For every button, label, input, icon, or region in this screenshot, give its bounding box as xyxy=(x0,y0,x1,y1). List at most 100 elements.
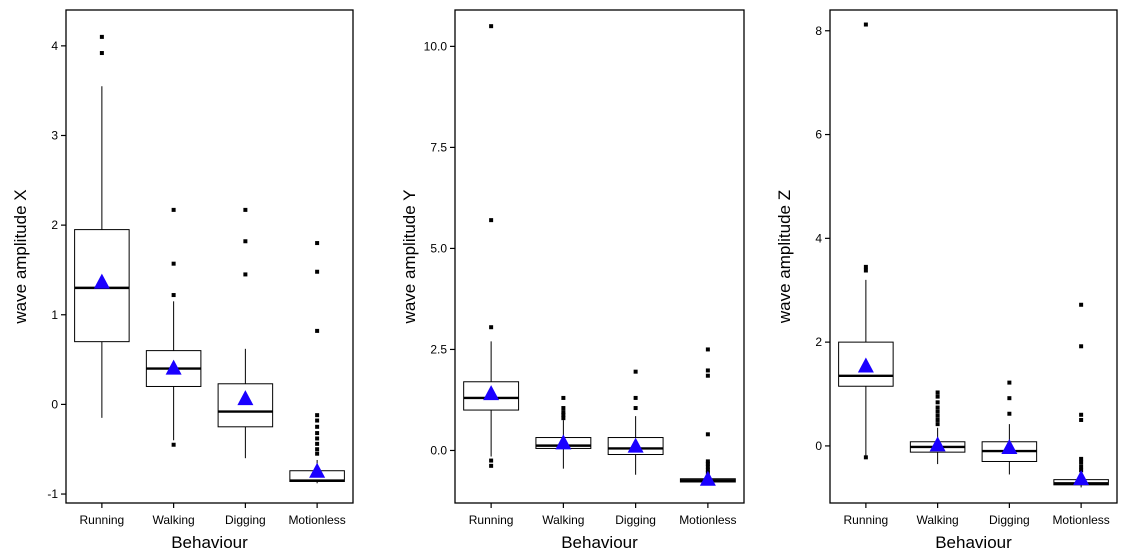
x-tick-label: Walking xyxy=(153,513,195,527)
outlier-point xyxy=(633,369,638,374)
box-motionless xyxy=(679,347,736,486)
y-tick-label: 6 xyxy=(815,128,822,142)
outlier-point xyxy=(489,325,494,330)
outlier-point xyxy=(171,261,176,266)
outlier-point xyxy=(99,51,104,56)
outlier-point xyxy=(561,395,566,400)
x-axis-title: Behaviour xyxy=(935,533,1012,552)
outlier-point xyxy=(171,293,176,298)
outlier-point xyxy=(633,395,638,400)
outlier-point xyxy=(935,422,940,427)
mean-marker xyxy=(857,357,874,373)
mean-marker xyxy=(483,385,500,401)
mean-marker xyxy=(165,359,182,375)
box-walking xyxy=(909,390,966,465)
y-tick-label: 0.0 xyxy=(430,443,447,457)
outlier-point xyxy=(1079,417,1084,422)
mean-marker xyxy=(929,436,946,452)
y-axis-title: wave amplitude Z xyxy=(775,190,794,324)
outlier-point xyxy=(315,451,320,456)
y-tick-label: 0 xyxy=(51,397,58,411)
outlier-point xyxy=(489,24,494,29)
outlier-point xyxy=(315,424,320,429)
plot-frame xyxy=(454,9,745,504)
outlier-point xyxy=(863,264,868,269)
outlier-point xyxy=(705,373,710,378)
mean-marker xyxy=(1073,470,1090,486)
outlier-point xyxy=(935,409,940,414)
box-running xyxy=(463,24,520,468)
outlier-point xyxy=(315,447,320,452)
outlier-point xyxy=(489,218,494,223)
outlier-point xyxy=(705,464,710,469)
box-digging xyxy=(217,207,274,459)
y-tick-label: 8 xyxy=(815,24,822,38)
outlier-point xyxy=(99,34,104,39)
outlier-point xyxy=(1007,411,1012,416)
outlier-point xyxy=(489,458,494,463)
outlier-point xyxy=(315,241,320,246)
mean-marker xyxy=(555,434,572,450)
x-axis-title: Behaviour xyxy=(561,533,638,552)
outlier-point xyxy=(633,406,638,411)
y-tick-label: 5.0 xyxy=(430,241,447,255)
box-digging xyxy=(981,380,1038,475)
outlier-point xyxy=(705,467,710,472)
outlier-point xyxy=(171,207,176,212)
y-tick-label: 4 xyxy=(51,39,58,53)
outlier-point xyxy=(935,390,940,395)
x-tick-label: Digging xyxy=(615,513,656,527)
outlier-point xyxy=(705,461,710,466)
chart-panel-3: 0 2 4 6 8 Running Walking Digging Motionless Beha… xyxy=(775,9,1118,552)
x-tick-label: Walking xyxy=(917,513,959,527)
mean-marker xyxy=(699,470,716,486)
outlier-point xyxy=(243,272,248,277)
outlier-point xyxy=(1007,396,1012,401)
y-tick-label: 2.5 xyxy=(430,342,447,356)
mean-marker xyxy=(237,390,254,406)
outlier-point xyxy=(863,455,868,460)
x-tick-label: Running xyxy=(469,513,514,527)
plot-frame xyxy=(65,9,354,504)
outlier-point xyxy=(705,432,710,437)
x-tick-label: Digging xyxy=(225,513,266,527)
y-tick-label: 2 xyxy=(815,335,822,349)
y-axis-title: wave amplitude X xyxy=(11,189,30,324)
y-tick-label: 2 xyxy=(51,218,58,232)
outlier-point xyxy=(315,436,320,441)
y-tick-label: 10.0 xyxy=(424,39,448,53)
box-running xyxy=(838,22,894,460)
y-tick-label: 4 xyxy=(815,231,822,245)
outlier-point xyxy=(243,207,248,212)
outlier-point xyxy=(1079,302,1084,307)
outlier-point xyxy=(863,268,868,273)
chart-panel-1: -1 0 1 2 3 4 Running Walking Digging Motionless Be… xyxy=(11,9,354,552)
y-tick-label: -1 xyxy=(47,487,58,501)
x-tick-label: Digging xyxy=(989,513,1030,527)
outlier-point xyxy=(935,405,940,410)
outlier-point xyxy=(315,431,320,436)
y-tick-label: 1 xyxy=(51,308,58,322)
x-tick-label: Motionless xyxy=(679,513,736,527)
outlier-point xyxy=(561,406,566,411)
outlier-point xyxy=(561,412,566,417)
mean-marker xyxy=(309,462,326,478)
outlier-point xyxy=(1079,464,1084,469)
mean-marker xyxy=(627,437,644,453)
outlier-point xyxy=(935,394,940,399)
outlier-point xyxy=(171,442,176,447)
mean-marker xyxy=(93,273,110,289)
chart-panel-2: 0.0 2.5 5.0 7.5 10.0 Running Walking Digging Mot… xyxy=(400,9,745,552)
y-tick-label: 7.5 xyxy=(430,140,447,154)
y-axis-title: wave amplitude Y xyxy=(400,190,419,325)
outlier-point xyxy=(1079,412,1084,417)
outlier-point xyxy=(705,368,710,373)
outlier-point xyxy=(1007,380,1012,385)
x-tick-label: Walking xyxy=(542,513,584,527)
outlier-point xyxy=(315,418,320,423)
box-digging xyxy=(607,369,664,475)
outlier-point xyxy=(1079,460,1084,465)
outlier-point xyxy=(935,417,940,422)
box-motionless xyxy=(289,241,345,484)
